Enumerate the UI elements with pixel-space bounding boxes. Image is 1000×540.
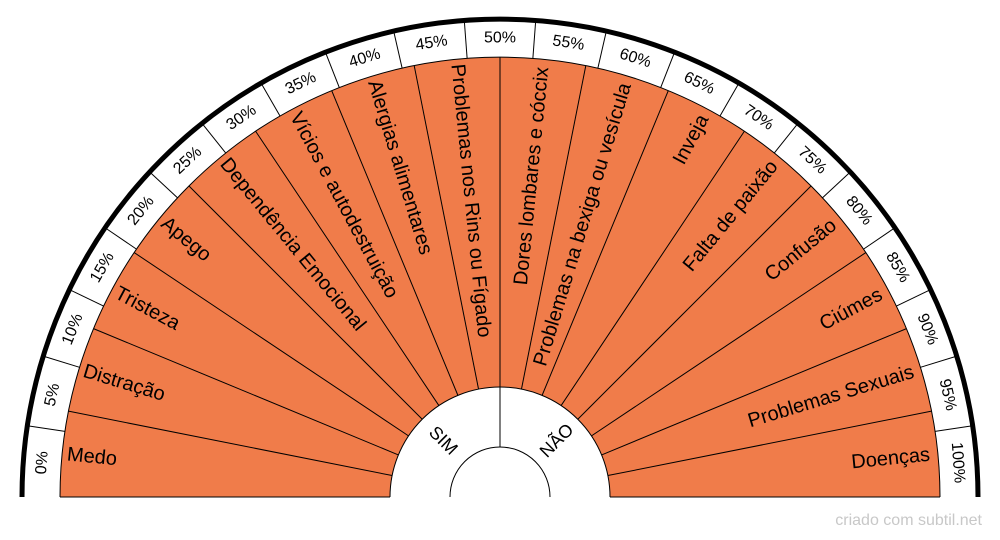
segment — [414, 57, 500, 390]
segment — [60, 411, 393, 497]
segment — [521, 65, 669, 396]
segment-divider — [93, 328, 399, 456]
percent-tick — [393, 30, 403, 69]
percent-tick — [660, 51, 676, 88]
segment-divider — [577, 185, 812, 420]
percent-label: 5% — [42, 382, 64, 408]
segment-divider — [413, 65, 480, 390]
segment-divider — [520, 65, 587, 390]
chart-lines — [19, 16, 981, 498]
segment — [68, 328, 399, 476]
percent-tick — [43, 355, 80, 368]
percent-tick — [69, 289, 104, 307]
segment — [188, 131, 439, 420]
percent-tick — [27, 425, 65, 432]
percent-tick — [773, 122, 799, 154]
percent-label: 95% — [936, 377, 960, 412]
band-inner-arc — [59, 56, 941, 498]
segment-divider — [133, 252, 409, 437]
outer-arc — [19, 16, 981, 498]
percent-tick — [201, 122, 227, 154]
segment — [500, 57, 586, 390]
segment-divider — [255, 130, 440, 406]
segment-label: Medo — [66, 443, 118, 470]
percent-tick — [463, 20, 468, 59]
percent-tick — [597, 30, 607, 69]
percent-tick — [324, 51, 340, 88]
percent-tick — [719, 82, 740, 117]
segment — [542, 90, 745, 406]
segment — [255, 90, 458, 406]
segment-divider — [601, 328, 907, 456]
segment-divider — [560, 130, 745, 406]
segment — [607, 411, 940, 497]
segment — [577, 185, 866, 436]
segment-divider — [331, 90, 459, 396]
segment — [561, 131, 812, 420]
percent-tick — [896, 289, 931, 307]
segment-divider — [188, 185, 423, 420]
segment — [134, 185, 423, 436]
percent-tick — [532, 20, 537, 59]
percent-label: 50% — [484, 30, 516, 47]
percent-tick — [863, 227, 896, 250]
segment-divider — [541, 90, 669, 396]
percent-label: 100% — [948, 442, 968, 484]
percent-tick — [920, 355, 957, 368]
percent-tick — [935, 425, 973, 432]
percent-tick — [260, 82, 281, 117]
percent-label: 45% — [414, 32, 448, 54]
segment — [601, 328, 932, 476]
segment-divider — [607, 410, 932, 477]
percent-tick — [104, 227, 137, 250]
segment — [93, 252, 409, 455]
center-hole-arc — [449, 446, 551, 498]
credit-text: criado com subtil.net — [835, 512, 982, 529]
segment — [331, 65, 479, 396]
segment — [591, 252, 907, 455]
segment-divider — [591, 252, 867, 437]
segment-divider — [68, 410, 393, 477]
percent-tick — [149, 171, 178, 199]
percent-label: 0% — [33, 451, 52, 475]
percent-tick — [822, 171, 851, 199]
percent-label: 55% — [551, 32, 585, 54]
